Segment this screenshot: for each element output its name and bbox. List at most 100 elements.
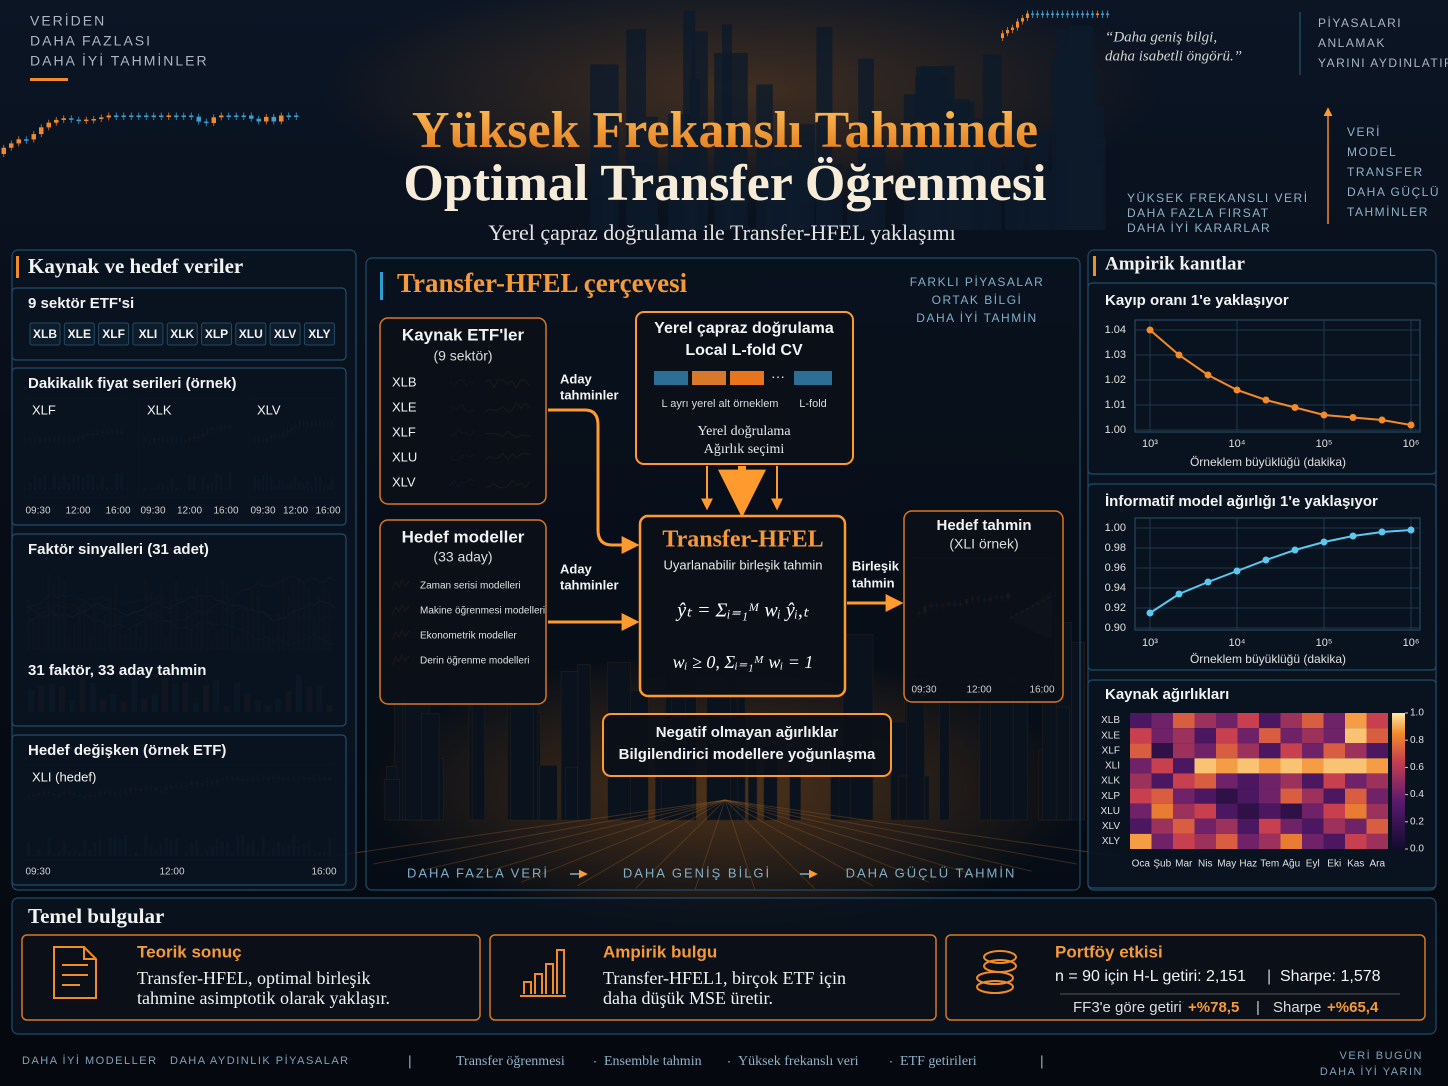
time-label: 12:00: [65, 506, 90, 517]
heat-cell: [1345, 788, 1367, 804]
heat-cell: [1194, 788, 1216, 804]
heat-cell: [1194, 713, 1216, 729]
time-label: 09:30: [250, 506, 275, 517]
building: [626, 29, 647, 230]
time-label: 12:00: [966, 685, 991, 696]
heat-cell: [1345, 743, 1367, 759]
ticker-chip: [29, 322, 61, 346]
output-box: [903, 510, 1064, 703]
separator: |: [408, 1053, 412, 1069]
factor-box: [11, 533, 347, 727]
y-tick-label: 0.90: [1105, 622, 1126, 634]
heat-cell: [1302, 743, 1324, 759]
flow-label: tahminler: [560, 387, 619, 402]
heat-cell: [1366, 758, 1388, 774]
heat-cell: [1280, 773, 1302, 789]
card-value: +%65,4: [1327, 999, 1379, 1016]
col-label: Ara: [1369, 859, 1385, 870]
candle: [1091, 13, 1094, 15]
y-tick-label: 1.03: [1105, 349, 1126, 361]
heat-cell: [1237, 773, 1259, 789]
data-point: [1349, 414, 1357, 421]
building: [539, 765, 558, 821]
chart-title: Kaynak ağırlıkları: [1105, 686, 1229, 703]
candle: [1061, 13, 1064, 15]
footer-item: Yüksek frekanslı veri: [738, 1054, 859, 1069]
heat-cell: [1302, 803, 1324, 819]
heat-cell: [1194, 758, 1216, 774]
box-title: Hedef tahmin: [936, 517, 1031, 534]
grid-ray: [373, 799, 726, 865]
heat-cell: [1173, 788, 1195, 804]
candle: [84, 119, 89, 122]
x-tick-label: 10⁵: [1316, 637, 1333, 649]
card-text: n = 90 için H-L getiri: 2,151: [1055, 968, 1246, 985]
quote: daha isabetli öngörü.”: [1105, 48, 1242, 64]
time-label: 16:00: [315, 506, 340, 517]
accent: [30, 78, 68, 81]
ticker: XLF: [102, 327, 125, 341]
candle: [1066, 13, 1069, 15]
flow-step: DAHA GENİŞ BİLGİ: [623, 865, 771, 880]
caption: Ağırlık seçimi: [704, 442, 785, 457]
heat-cell: [1237, 833, 1259, 849]
x-tick-label: 10⁵: [1316, 438, 1333, 450]
ticker-chip: [235, 322, 267, 346]
card-text: tahmine asimptotik olarak yaklaşır.: [137, 988, 390, 1008]
grid-ray: [694, 799, 726, 890]
flow-label: Aday: [560, 371, 593, 386]
candle: [196, 116, 201, 122]
heat-cell: [1237, 743, 1259, 759]
candle: [1056, 13, 1059, 15]
building: [691, 31, 708, 231]
heat-cell: [1345, 728, 1367, 744]
candle: [1086, 13, 1089, 15]
candle: [166, 115, 171, 117]
accents: ⋯: [16, 12, 1333, 385]
panel-title: Temel bulgular: [28, 904, 164, 928]
heat-cell: [1151, 773, 1173, 789]
heat-cell: [1237, 803, 1259, 819]
heat-cell: [1173, 773, 1195, 789]
candle: [211, 117, 216, 124]
side-step: TRANSFER: [1347, 165, 1424, 179]
series-label: XLF: [32, 402, 56, 417]
colorbar: [1392, 713, 1405, 849]
chart-title: İnformatif model ağırlığı 1'e yaklaşıyor: [1105, 493, 1378, 510]
heat-cell: [1216, 773, 1238, 789]
ticker-chip: [303, 322, 335, 346]
candle: [1081, 13, 1084, 15]
heat-cell: [1323, 743, 1345, 759]
grid-ray: [724, 799, 983, 878]
candle: [1051, 13, 1054, 15]
colorbar-label: 0.2: [1410, 816, 1424, 827]
time-label: 12:00: [177, 506, 202, 517]
model-name: Zaman serisi modelleri: [420, 581, 521, 592]
candle: [1011, 27, 1014, 31]
col-label: Haz: [1239, 859, 1257, 870]
data-point: [1349, 532, 1357, 540]
col-label: Nis: [1198, 859, 1212, 870]
chart-title: Kayıp oranı 1'e yaklaşıyor: [1105, 292, 1289, 309]
row-label: XLP: [1101, 791, 1120, 802]
heat-cell: [1194, 833, 1216, 849]
candle: [264, 116, 269, 122]
time-label: 09:30: [25, 867, 50, 878]
heat-cell: [1173, 743, 1195, 759]
grid-ray: [576, 799, 726, 887]
ticker: XLB: [392, 374, 417, 389]
x-tick-label: 10³: [1142, 438, 1158, 450]
heat-cell: [1323, 833, 1345, 849]
tagline: DAHA FAZLA FIRSAT: [1127, 206, 1270, 220]
building: [815, 164, 843, 230]
candle: [121, 115, 126, 117]
heat-cell: [1345, 818, 1367, 834]
heat-cell: [1237, 818, 1259, 834]
candle: [234, 115, 239, 117]
heat-cell: [1216, 833, 1238, 849]
candle: [1106, 13, 1109, 15]
card-text: FF3'e göre getiri: [1073, 999, 1182, 1016]
tagline: YÜKSEK FREKANSLI VERİ: [1127, 191, 1309, 205]
ticker: XLE: [392, 399, 417, 414]
